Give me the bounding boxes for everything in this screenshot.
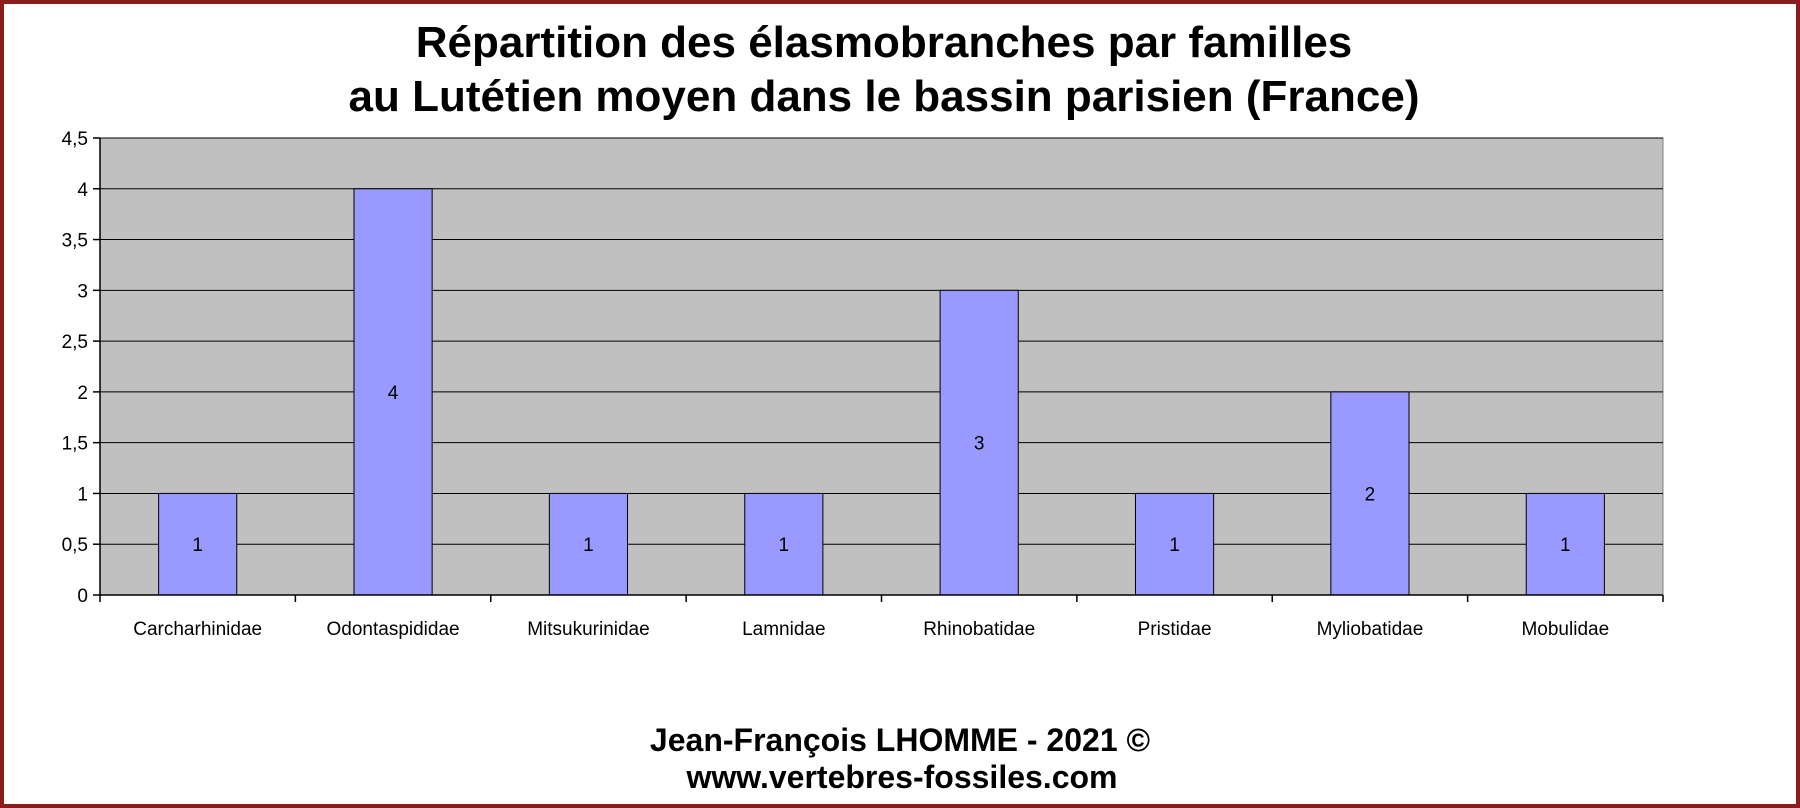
x-axis: Carcharhinidae Odontaspididae Mitsukurinid… [99,594,1664,640]
data-label: 1 [1560,535,1571,556]
chart-title-line-2: au Lutétien moyen dans le bassin parisie… [349,72,1420,121]
x-category-label: Pristidae [1138,619,1212,640]
data-label: 1 [1169,535,1180,556]
plot-area [99,137,1664,596]
y-tick-label: 3 [77,281,88,302]
bar-carcharhinidae [158,492,238,596]
footer-author: Jean-François LHOMME - 2021 © [650,722,1151,758]
x-category-label: Mitsukurinidae [527,619,650,640]
data-label: 1 [583,535,594,556]
x-category-label: Myliobatidae [1317,619,1424,640]
y-tick-label: 2,5 [62,332,88,353]
y-axis: 0 0,5 1 1,5 2 2,5 3 3,5 4 4,5 [62,129,101,607]
bar-chart: Répartition des élasmobranches par famil… [62,18,1664,795]
bar-lamnidae [744,492,824,596]
x-category-label: Rhinobatidae [923,619,1035,640]
x-category-label: Lamnidae [742,619,825,640]
x-category-label: Mobulidae [1521,619,1609,640]
data-label: 3 [974,434,985,455]
y-tick-label: 1,5 [62,434,88,455]
y-tick-label: 3,5 [62,231,88,252]
data-label: 2 [1365,484,1376,505]
y-tick-label: 1 [77,484,88,505]
bar-mobulidae [1525,492,1605,596]
chart-title-line-1: Répartition des élasmobranches par famil… [416,18,1353,67]
data-label: 4 [388,383,399,404]
bar-rhinobatidae [939,289,1019,596]
x-category-label: Carcharhinidae [133,619,262,640]
footer-website: www.vertebres-fossiles.com [686,759,1118,795]
bar-pristidae [1134,492,1215,596]
y-tick-label: 0,5 [62,535,88,556]
x-category-label: Odontaspididae [327,619,460,640]
y-tick-label: 2 [77,383,88,404]
data-label: 1 [192,535,203,556]
bars: 1 4 1 1 3 1 2 1 [158,188,1605,596]
y-tick-label: 4,5 [62,129,88,150]
y-tick-label: 4 [77,180,88,201]
y-tick-label: 0 [77,586,88,607]
bar-myliobatidae [1330,391,1410,596]
data-label: 1 [779,535,790,556]
